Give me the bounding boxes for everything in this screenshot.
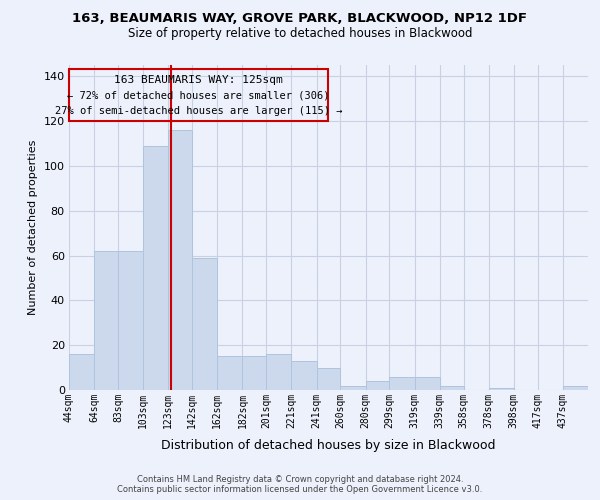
Bar [365,381,389,390]
Bar [192,258,217,390]
Bar [118,251,143,390]
Bar [292,361,317,390]
Text: ← 72% of detached houses are smaller (306): ← 72% of detached houses are smaller (30… [67,90,329,100]
Bar [69,354,94,390]
Text: 163 BEAUMARIS WAY: 125sqm: 163 BEAUMARIS WAY: 125sqm [114,74,283,85]
Bar [242,356,266,390]
Bar [143,146,168,390]
Bar [168,130,192,390]
Bar [440,386,464,390]
Y-axis label: Number of detached properties: Number of detached properties [28,140,38,315]
Bar [563,386,588,390]
Bar [340,386,365,390]
Bar [266,354,292,390]
Text: Contains HM Land Registry data © Crown copyright and database right 2024.: Contains HM Land Registry data © Crown c… [137,475,463,484]
Bar [69,70,328,121]
Bar [317,368,340,390]
Text: Contains public sector information licensed under the Open Government Licence v3: Contains public sector information licen… [118,485,482,494]
Text: 27% of semi-detached houses are larger (115) →: 27% of semi-detached houses are larger (… [55,106,342,116]
Text: 163, BEAUMARIS WAY, GROVE PARK, BLACKWOOD, NP12 1DF: 163, BEAUMARIS WAY, GROVE PARK, BLACKWOO… [73,12,527,26]
Bar [94,251,118,390]
Bar [389,376,415,390]
Text: Size of property relative to detached houses in Blackwood: Size of property relative to detached ho… [128,28,472,40]
X-axis label: Distribution of detached houses by size in Blackwood: Distribution of detached houses by size … [161,439,496,452]
Bar [489,388,514,390]
Bar [217,356,242,390]
Bar [415,376,440,390]
